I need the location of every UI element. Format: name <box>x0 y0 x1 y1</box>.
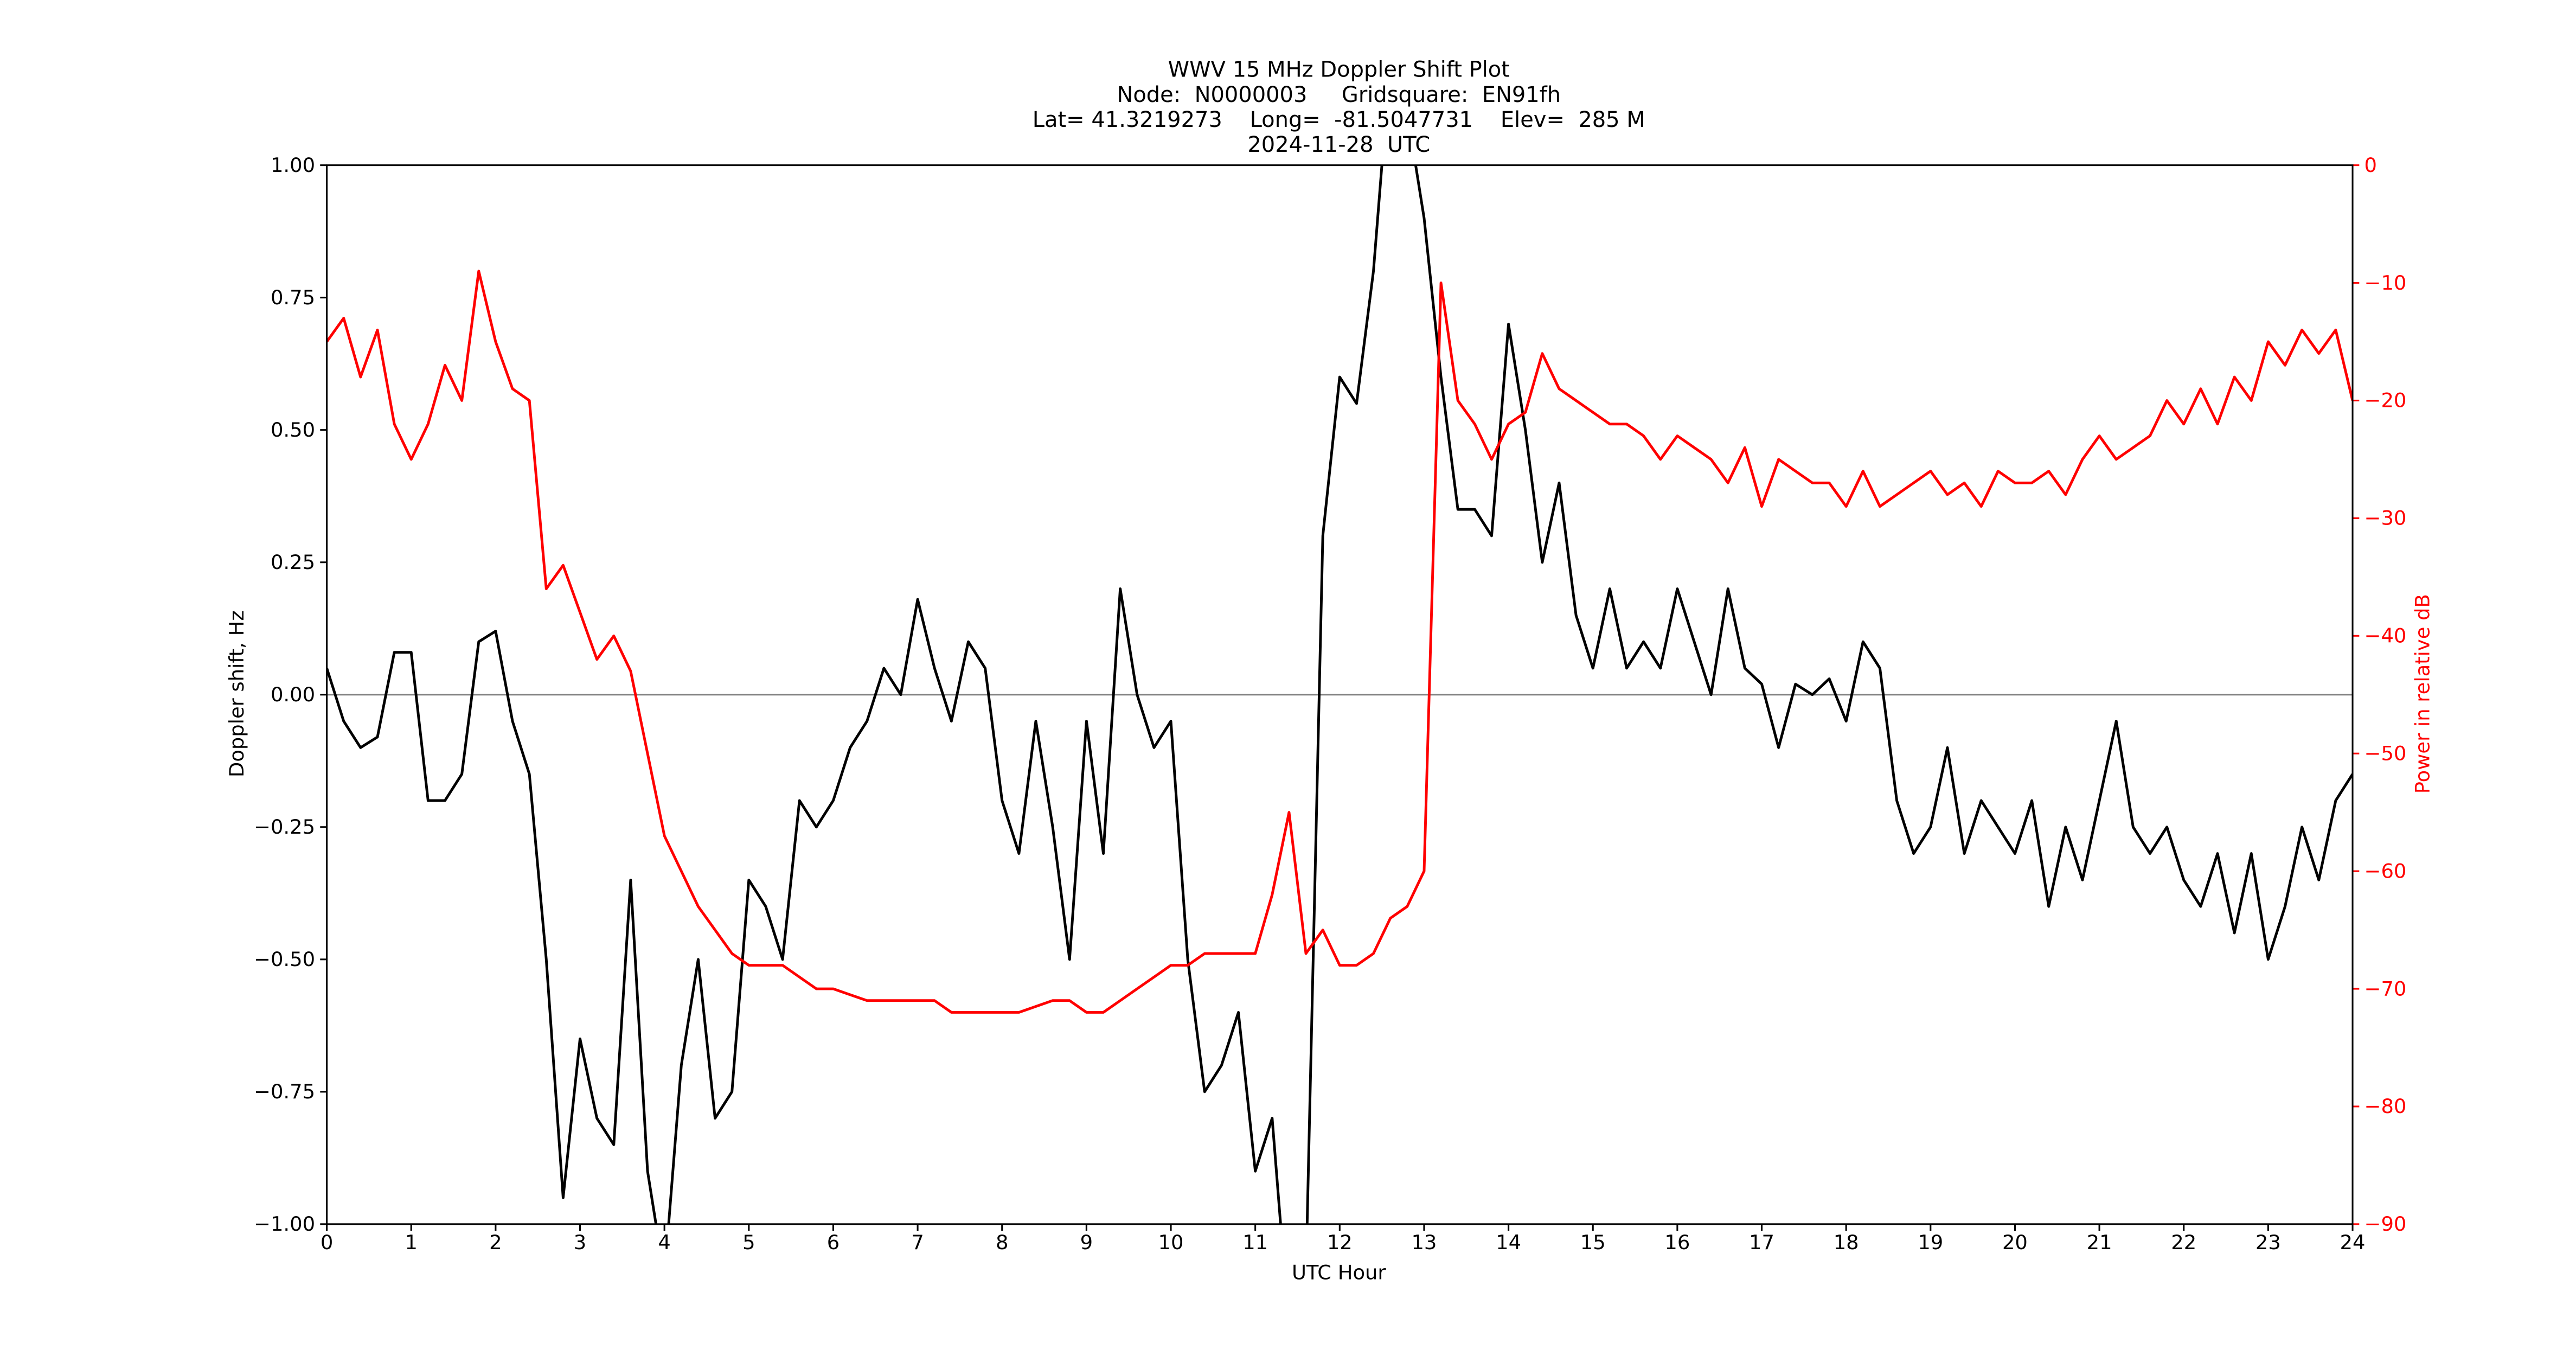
x-tick-label: 15 <box>1580 1231 1606 1254</box>
y2-tick-label: −90 <box>2364 1212 2407 1236</box>
x-tick-label: 4 <box>658 1231 670 1254</box>
y2-tick-label: −30 <box>2364 507 2407 530</box>
x-tick-label: 18 <box>1834 1231 1859 1254</box>
x-tick-label: 21 <box>2087 1231 2112 1254</box>
y-tick-label: 0.50 <box>271 418 315 442</box>
x-tick-label: 13 <box>1411 1231 1437 1254</box>
x-tick-label: 23 <box>2255 1231 2281 1254</box>
chart-subtitle: 2024-11-28 UTC <box>1247 132 1430 157</box>
y2-tick-label: 0 <box>2364 153 2377 177</box>
y2-tick-label: −80 <box>2364 1095 2407 1118</box>
y2-tick-label: −40 <box>2364 624 2407 648</box>
x-tick-label: 24 <box>2340 1231 2366 1254</box>
chart-subtitle: Lat= 41.3219273 Long= -81.5047731 Elev= … <box>1033 107 1645 132</box>
y2-tick-label: −20 <box>2364 389 2407 412</box>
x-tick-label: 0 <box>321 1231 333 1254</box>
x-tick-label: 14 <box>1496 1231 1521 1254</box>
x-tick-label: 6 <box>827 1231 840 1254</box>
y-tick-label: −0.25 <box>254 815 315 839</box>
chart-subtitle: Node: N0000003 Gridsquare: EN91fh <box>1117 82 1561 107</box>
x-tick-label: 12 <box>1327 1231 1353 1254</box>
x-tick-label: 3 <box>574 1231 586 1254</box>
x-tick-label: 5 <box>742 1231 755 1254</box>
y2-axis-label: Power in relative dB <box>2411 594 2434 794</box>
y2-tick-label: −70 <box>2364 977 2407 1000</box>
plot-frame <box>326 164 2354 1225</box>
x-tick-label: 16 <box>1664 1231 1690 1254</box>
data-line <box>326 270 2353 1014</box>
x-tick-label: 8 <box>996 1231 1008 1254</box>
x-tick-label: 19 <box>1918 1231 1943 1254</box>
y-tick-label: 1.00 <box>271 153 315 177</box>
x-tick-label: 20 <box>2002 1231 2028 1254</box>
data-line <box>326 165 2353 1224</box>
x-tick-label: 2 <box>489 1231 502 1254</box>
y-tick-label: −1.00 <box>254 1212 315 1236</box>
y-tick-label: 0.25 <box>271 551 315 574</box>
y2-tick-label: −10 <box>2364 271 2407 295</box>
x-tick-label: 7 <box>911 1231 924 1254</box>
x-tick-label: 11 <box>1242 1231 1268 1254</box>
y-tick-label: 0.75 <box>271 286 315 309</box>
x-axis-label: UTC Hour <box>1292 1261 1386 1284</box>
chart-title: WWV 15 MHz Doppler Shift Plot <box>1168 57 1510 82</box>
y2-tick-label: −50 <box>2364 742 2407 765</box>
x-tick-label: 1 <box>405 1231 417 1254</box>
y2-tick-label: −60 <box>2364 859 2407 882</box>
x-tick-label: 22 <box>2171 1231 2196 1254</box>
x-tick-label: 10 <box>1158 1231 1184 1254</box>
y-tick-label: −0.50 <box>254 948 315 971</box>
y-axis-label: Doppler shift, Hz <box>225 610 248 777</box>
y-tick-label: −0.75 <box>254 1080 315 1103</box>
x-tick-label: 17 <box>1749 1231 1774 1254</box>
x-tick-label: 9 <box>1080 1231 1093 1254</box>
y-tick-label: 0.00 <box>271 683 315 706</box>
